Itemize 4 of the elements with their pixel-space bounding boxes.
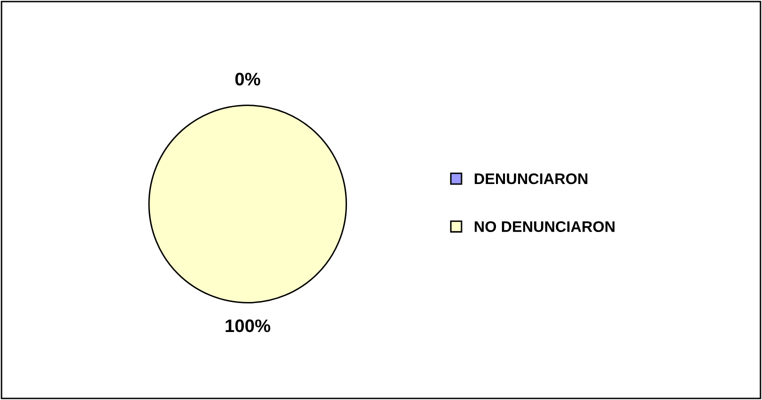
legend-label: DENUNCIARON bbox=[474, 173, 588, 184]
text: 0% bbox=[235, 72, 260, 86]
data-label: 100% bbox=[226, 319, 270, 332]
legend-label: NO DENUNCIARON bbox=[474, 221, 614, 232]
